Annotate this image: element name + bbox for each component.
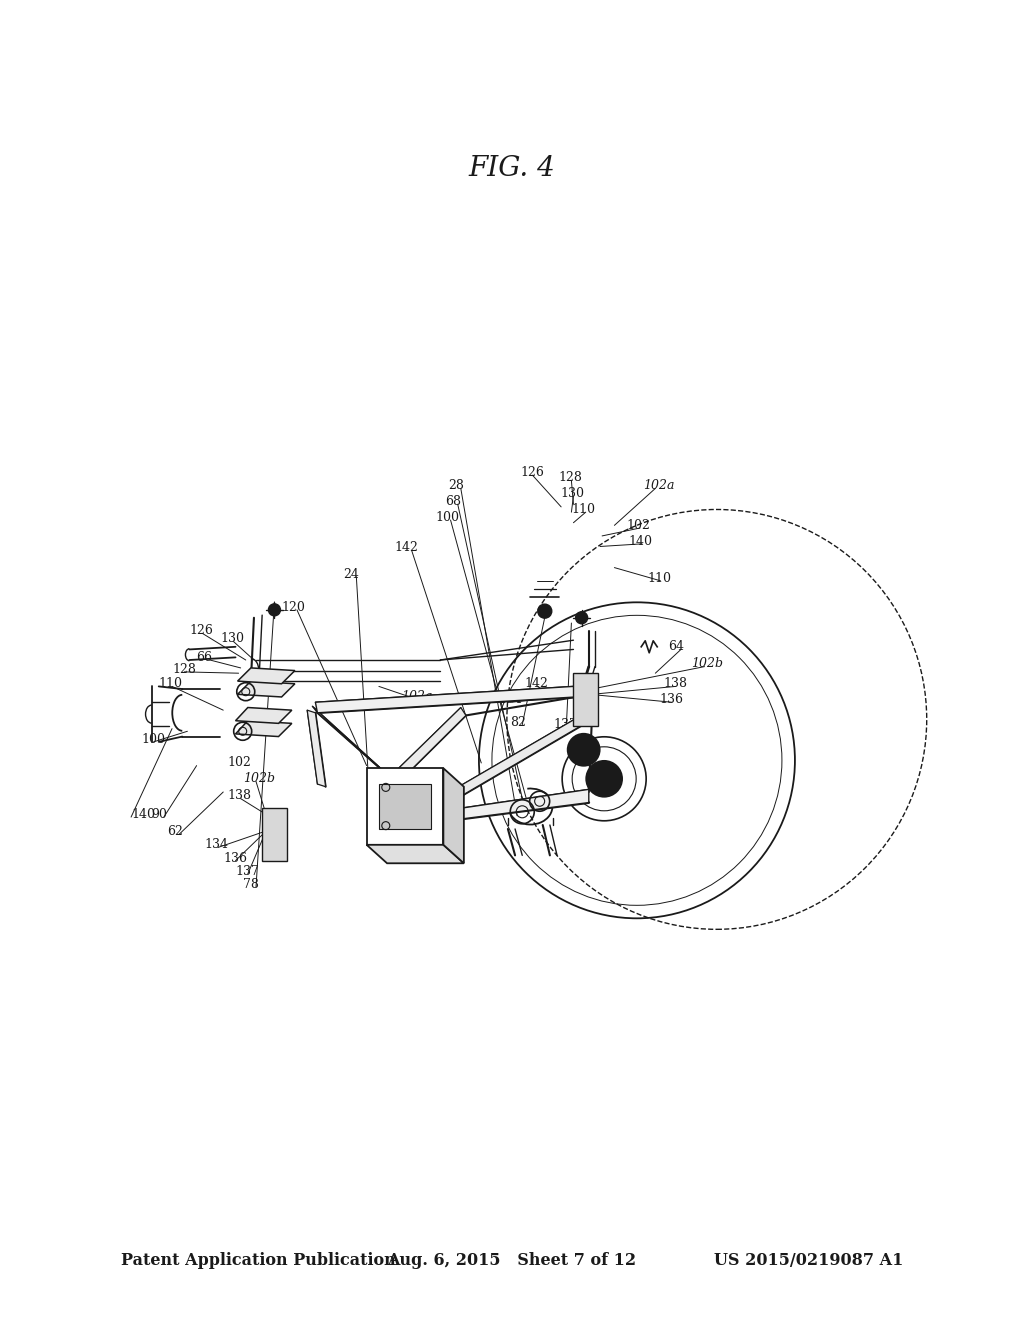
Text: 142: 142 bbox=[394, 541, 418, 554]
Text: 138: 138 bbox=[664, 677, 687, 690]
Text: 110: 110 bbox=[571, 503, 595, 516]
Text: 102a: 102a bbox=[401, 690, 433, 704]
Polygon shape bbox=[236, 708, 292, 723]
Polygon shape bbox=[262, 808, 287, 861]
Polygon shape bbox=[238, 668, 295, 684]
Text: 140: 140 bbox=[131, 808, 155, 821]
Text: US 2015/0219087 A1: US 2015/0219087 A1 bbox=[714, 1253, 903, 1269]
Text: 137: 137 bbox=[553, 718, 577, 731]
Circle shape bbox=[586, 760, 623, 797]
Text: 28: 28 bbox=[449, 479, 465, 492]
Text: 137: 137 bbox=[236, 865, 259, 878]
Text: 134: 134 bbox=[499, 693, 522, 706]
Polygon shape bbox=[315, 686, 575, 713]
Text: 110: 110 bbox=[647, 572, 671, 585]
Polygon shape bbox=[443, 768, 464, 863]
Text: 102b: 102b bbox=[691, 657, 723, 671]
Text: 100: 100 bbox=[141, 733, 165, 746]
Text: 62: 62 bbox=[167, 825, 183, 838]
Text: 24: 24 bbox=[343, 568, 359, 581]
Text: 120: 120 bbox=[282, 601, 305, 614]
Polygon shape bbox=[445, 789, 589, 821]
Polygon shape bbox=[238, 681, 295, 697]
Circle shape bbox=[268, 603, 281, 616]
Text: 68: 68 bbox=[445, 495, 462, 508]
Circle shape bbox=[538, 605, 552, 618]
Text: 90: 90 bbox=[152, 808, 168, 821]
Text: 138: 138 bbox=[227, 789, 251, 803]
Text: Patent Application Publication: Patent Application Publication bbox=[121, 1253, 395, 1269]
Text: 66: 66 bbox=[197, 651, 213, 664]
Text: 130: 130 bbox=[220, 632, 244, 645]
Text: 102a: 102a bbox=[643, 479, 675, 492]
Text: 128: 128 bbox=[172, 663, 196, 676]
Polygon shape bbox=[438, 713, 592, 805]
Text: 102: 102 bbox=[627, 519, 650, 532]
Text: 136: 136 bbox=[223, 851, 247, 865]
Text: 82: 82 bbox=[510, 715, 526, 729]
Text: 64: 64 bbox=[668, 640, 684, 653]
Text: 78: 78 bbox=[243, 878, 259, 891]
Text: 102: 102 bbox=[227, 756, 251, 770]
Polygon shape bbox=[307, 710, 326, 787]
Text: 126: 126 bbox=[189, 624, 213, 638]
Polygon shape bbox=[393, 708, 466, 781]
Circle shape bbox=[575, 611, 588, 624]
Text: 126: 126 bbox=[520, 466, 544, 479]
Polygon shape bbox=[367, 845, 464, 863]
Text: 142: 142 bbox=[524, 677, 548, 690]
Polygon shape bbox=[573, 673, 598, 726]
Text: 130: 130 bbox=[560, 487, 584, 500]
Text: 102b: 102b bbox=[243, 772, 274, 785]
Text: FIG. 4: FIG. 4 bbox=[469, 156, 555, 182]
Polygon shape bbox=[312, 706, 399, 785]
Polygon shape bbox=[367, 768, 443, 845]
Text: 100: 100 bbox=[435, 511, 459, 524]
Text: 140: 140 bbox=[629, 535, 652, 548]
Text: 134: 134 bbox=[205, 838, 228, 851]
Text: 136: 136 bbox=[659, 693, 683, 706]
Text: 110: 110 bbox=[159, 677, 182, 690]
Polygon shape bbox=[236, 721, 292, 737]
Circle shape bbox=[567, 734, 600, 766]
Text: Aug. 6, 2015   Sheet 7 of 12: Aug. 6, 2015 Sheet 7 of 12 bbox=[387, 1253, 637, 1269]
Text: 128: 128 bbox=[558, 471, 582, 484]
Polygon shape bbox=[379, 784, 431, 829]
